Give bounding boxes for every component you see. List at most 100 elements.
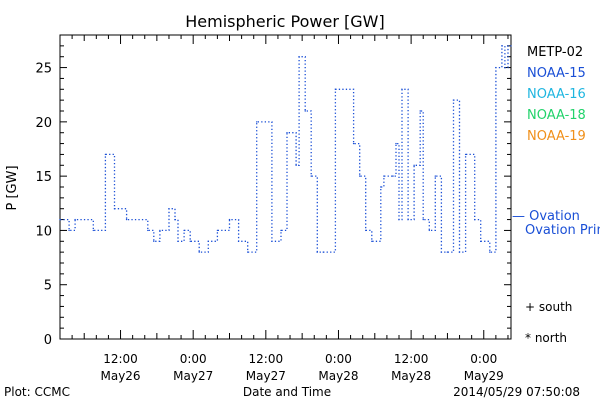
data-point (125, 218, 128, 221)
data-point (59, 218, 61, 221)
data-point (489, 251, 491, 253)
data-point (452, 99, 455, 101)
data-point (310, 175, 312, 177)
data-point (74, 218, 76, 221)
data-point (177, 240, 179, 242)
data-point (407, 218, 409, 221)
data-point (365, 229, 367, 232)
data-point (92, 229, 95, 232)
data-point (168, 208, 170, 210)
legend-item: NOAA-18 (527, 108, 586, 123)
data-point (352, 142, 355, 145)
y-axis-label: P [GW] (5, 165, 20, 210)
data-point (458, 251, 461, 253)
data-point (334, 88, 337, 91)
reference-legend-label: Ovation Prime HPI (525, 223, 600, 238)
data-point (501, 45, 503, 47)
x-tick-date-label: May27 (246, 369, 286, 383)
x-tick-date-label: May29 (464, 369, 504, 383)
data-point (398, 218, 400, 221)
data-point (322, 251, 324, 253)
x-tick-date-label: May26 (100, 369, 140, 383)
data-point (183, 229, 185, 232)
data-point (298, 56, 300, 58)
footer-plot-credit: Plot: CCMC (4, 385, 70, 399)
marker-legend-north: * north (525, 331, 567, 345)
plot-frame (59, 34, 512, 340)
data-point (392, 175, 394, 177)
x-tick-label: 0:00 (180, 352, 207, 366)
data-point (104, 153, 107, 156)
x-tick-date-label: May28 (391, 369, 431, 383)
x-axis: 12:00 May26 0:00 May27 12:00 May27 0:00 May28 12… (71, 35, 509, 383)
data-point (286, 132, 288, 134)
x-axis-label: Date and Time (243, 385, 331, 399)
data-point (159, 229, 161, 232)
data-point (295, 164, 297, 166)
x-tick-date-label: May27 (173, 369, 213, 383)
data-point (280, 229, 282, 232)
data-point (383, 175, 385, 177)
data-point (380, 186, 382, 188)
data-point (68, 229, 70, 232)
data-point (247, 251, 249, 253)
y-tick-label: 5 (44, 279, 52, 294)
data-point (256, 121, 258, 123)
data-point (495, 66, 497, 69)
series-line-noaa-15 (60, 45, 511, 253)
data-point (316, 251, 318, 253)
y-tick-label: 25 (35, 62, 52, 77)
y-tick-label: 20 (35, 116, 52, 131)
y-tick-label: 10 (35, 224, 52, 239)
data-point (480, 240, 482, 242)
data-point (507, 45, 509, 47)
y-tick-label: 0 (44, 333, 52, 348)
x-tick-label: 12:00 (249, 352, 284, 366)
data-point (419, 110, 421, 112)
data-point (153, 240, 155, 242)
marker-legend-south: + south (525, 300, 572, 314)
x-tick-label: 12:00 (394, 352, 429, 366)
reference-line-label: — Ovation (512, 209, 580, 224)
data-point (428, 229, 430, 232)
x-tick-label: 0:00 (325, 352, 352, 366)
data-point (174, 218, 176, 221)
legend-item: METP-02 (527, 45, 583, 60)
data-point (464, 153, 467, 156)
data-point (271, 240, 273, 242)
x-tick-label: 0:00 (470, 352, 497, 366)
y-tick-label: 15 (35, 170, 52, 185)
data-point (510, 45, 512, 47)
data-point (216, 229, 219, 232)
data-point (504, 66, 506, 69)
data-point (228, 218, 231, 221)
legend: METP-02 NOAA-15 NOAA-16 NOAA-18 NOAA-19 (527, 45, 586, 144)
legend-item: NOAA-16 (527, 87, 586, 102)
x-tick-label: 12:00 (103, 352, 138, 366)
footer-timestamp: 2014/05/29 07:50:08 (453, 385, 580, 399)
data-point (189, 240, 191, 242)
data-point (198, 251, 200, 253)
data-point (237, 240, 240, 242)
y-axis: 0 5 10 15 20 25 (35, 34, 511, 348)
data-point (371, 240, 373, 242)
data-point (359, 175, 361, 177)
chart-title: Hemispheric Power [GW] (185, 12, 384, 31)
data-point (446, 251, 449, 253)
data-point (395, 142, 397, 145)
data-point (401, 88, 403, 91)
legend-item: NOAA-15 (527, 66, 586, 81)
series-layer (59, 45, 512, 253)
data-point (113, 208, 116, 210)
data-point (207, 240, 209, 242)
data-point (440, 251, 443, 253)
x-tick-date-label: May28 (318, 369, 358, 383)
legend-item: NOAA-19 (527, 129, 586, 144)
data-point (147, 229, 149, 232)
data-point (413, 164, 415, 166)
data-point (474, 218, 476, 221)
data-point (304, 110, 306, 112)
data-point (434, 175, 436, 177)
data-point (422, 218, 424, 221)
